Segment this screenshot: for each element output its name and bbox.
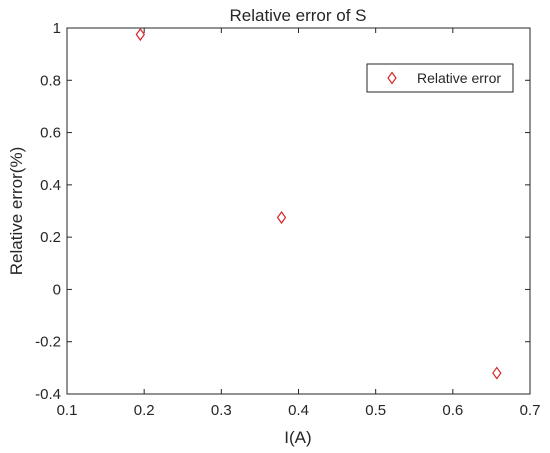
y-tick-label: 0.2 — [40, 229, 61, 246]
y-tick-label: 0.8 — [40, 72, 61, 89]
data-points — [135, 28, 502, 380]
y-tick-label: 0 — [53, 281, 61, 298]
legend-diamond-icon — [387, 71, 397, 85]
y-tick-label: 0.4 — [40, 177, 61, 194]
x-axis: 0.1 0.2 0.3 0.4 0.5 0.6 0.7 — [57, 28, 541, 419]
y-axis-label: Relative error(%) — [7, 147, 26, 275]
x-tick-label: 0.5 — [365, 402, 386, 419]
y-tick-label: 1 — [53, 20, 61, 37]
legend-box — [366, 63, 514, 93]
x-tick-label: 0.7 — [520, 402, 541, 419]
data-point-diamond — [492, 366, 502, 380]
y-tick-label: -0.4 — [35, 386, 61, 403]
x-tick-label: 0.4 — [288, 402, 309, 419]
x-tick-label: 0.6 — [442, 402, 463, 419]
x-tick-label: 0.2 — [134, 402, 155, 419]
legend-entry-relative-error: Relative error — [417, 70, 501, 86]
chart-title: Relative error of S — [230, 6, 367, 25]
x-tick-label: 0.3 — [211, 402, 232, 419]
y-tick-label: 0.6 — [40, 125, 61, 142]
data-point-diamond — [276, 211, 287, 225]
x-tick-label: 0.1 — [57, 402, 78, 419]
y-axis: -0.4 -0.2 0 0.2 0.4 0.6 0.8 1 — [35, 20, 530, 403]
legend: Relative error — [366, 63, 514, 93]
x-axis-label: I(A) — [284, 428, 311, 447]
data-point-diamond — [135, 28, 146, 42]
y-tick-label: -0.2 — [35, 334, 61, 351]
